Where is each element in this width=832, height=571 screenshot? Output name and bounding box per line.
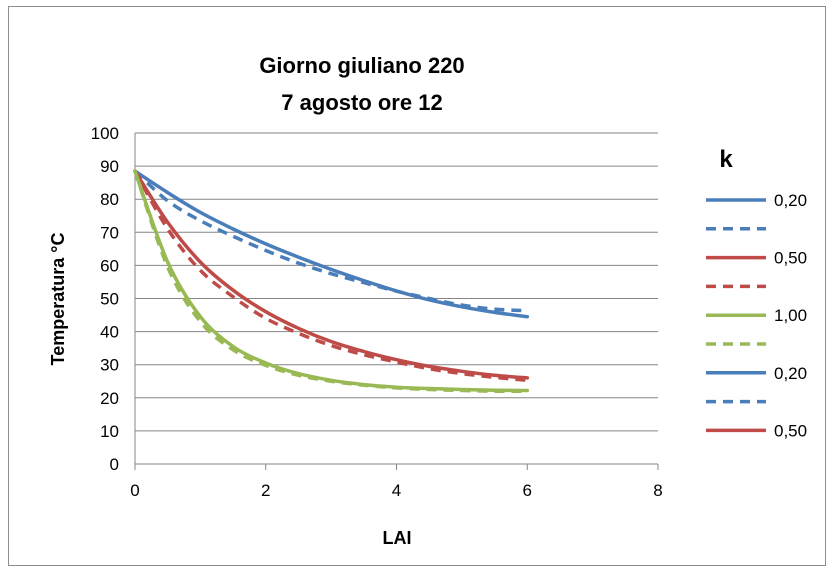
series-line-5-solid [133,169,530,393]
x-axis-label: LAI [383,528,412,548]
series-line-4-dashed [133,170,528,383]
x-tick-labels: 0 2 4 6 8 [130,481,662,500]
x-tick-label: 4 [392,481,401,500]
y-tick-labels: 0 10 20 30 40 50 60 70 80 90 100 [91,124,119,474]
series-line-6-dashed [133,170,528,393]
legend-label: 0,50 [774,421,807,440]
y-tick-label: 90 [100,157,119,176]
chart-title-line-2: 7 agosto ore 12 [281,90,442,115]
y-tick-label: 30 [100,356,119,375]
legend-title: k [719,146,733,173]
series-line-1-solid [133,169,530,319]
x-tick-label: 8 [653,481,662,500]
chart-title-line-1: Giorno giuliano 220 [259,53,464,78]
x-tick-label: 6 [523,481,532,500]
legend-label: 0,50 [774,249,807,268]
chart-frame [8,6,826,566]
y-tick-label: 40 [100,323,119,342]
legend-label: 0,20 [774,364,807,383]
y-tick-label: 0 [110,455,119,474]
y-tick-label: 70 [100,223,119,242]
gridlines [135,132,658,465]
y-tick-label: 60 [100,256,119,275]
y-tick-label: 10 [100,422,119,441]
series-lines [133,169,530,393]
y-tick-label: 50 [100,290,119,309]
legend-label: 0,20 [774,191,807,210]
legend: 0,20 0,50 1,00 0,20 0,50 [706,191,807,440]
y-axis-label: Temperatura °C [48,233,68,366]
series-line-3-solid [133,169,530,380]
legend-label: 1,00 [774,306,807,325]
y-tick-label: 100 [91,124,119,143]
y-tick-label: 20 [100,389,119,408]
series-line-2-dashed [133,169,528,313]
y-tick-label: 80 [100,190,119,209]
x-tick-label: 2 [261,481,270,500]
axes [134,133,659,470]
x-tick-label: 0 [130,481,139,500]
